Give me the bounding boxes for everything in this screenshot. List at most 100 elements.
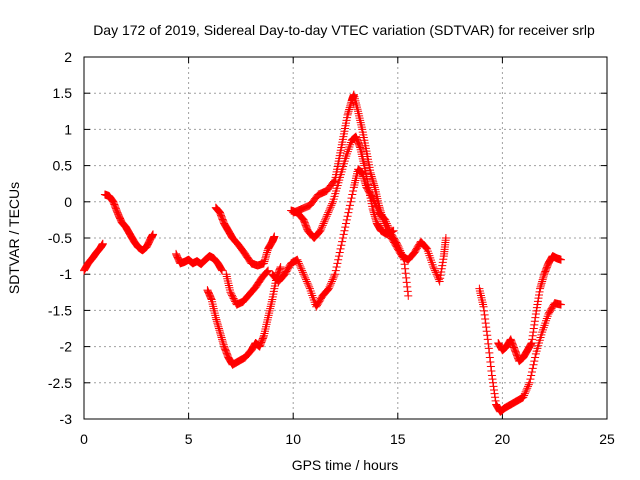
data-point [486,358,494,366]
data-point [359,157,367,165]
data-point [350,181,358,189]
data-point [213,317,221,325]
data-point [475,285,483,293]
series-arc-6 [222,267,272,309]
data-point [219,339,227,347]
data-point [530,361,538,369]
data-point [401,265,409,273]
data-point [531,353,539,361]
data-point [357,119,365,127]
data-point [210,305,218,313]
data-point [476,287,484,295]
data-point [530,325,538,333]
series-arc-8 [289,91,450,286]
data-point [266,307,274,315]
data-point [215,325,223,333]
data-point [343,216,351,224]
data-point [537,283,545,291]
data-point [345,205,353,213]
y-tick-label: 1.5 [53,85,73,101]
data-point [483,331,491,339]
data-point [264,316,272,324]
data-point [481,311,489,319]
data-point [336,248,344,256]
data-point [491,390,499,398]
data-point [337,241,345,249]
x-tick-label: 10 [285,431,301,447]
data-point [351,179,359,187]
data-point [265,311,273,319]
data-point [216,328,224,336]
data-point [267,302,275,310]
data-point [482,323,490,331]
data-point [344,212,352,220]
data-point [217,332,225,340]
y-tick-label: 1 [64,121,72,137]
series-arc-3 [172,250,226,275]
data-point [225,284,233,292]
data-point [369,176,377,184]
data-point [348,194,356,202]
data-point [539,276,547,284]
data-point [402,269,410,277]
data-point [490,382,498,390]
data-point [529,364,537,372]
x-tick-label: 25 [599,431,615,447]
data-point [531,317,539,325]
data-point [487,367,495,375]
data-point [357,148,365,156]
data-point [263,250,271,258]
data-point [358,123,366,131]
data-point [335,252,343,260]
data-point [224,277,232,285]
data-point [490,386,498,394]
y-tick-label: -3 [60,411,73,427]
data-point [340,230,348,238]
data-point [479,301,487,309]
data-point [341,223,349,231]
data-point [488,372,496,380]
data-point [352,174,360,182]
data-point [209,300,217,308]
data-point [368,174,376,182]
data-point [360,159,368,167]
data-point [337,245,345,253]
data-point [530,321,538,329]
data-point [403,278,411,286]
data-point [354,105,362,113]
data-point [210,307,218,315]
data-point [345,107,353,115]
data-point [218,335,226,343]
data-point [267,300,275,308]
data-point [537,281,545,289]
data-point [222,270,230,278]
y-tick-label: -1.5 [48,302,72,318]
data-point [489,379,497,387]
data-point [339,234,347,242]
data-point [367,171,375,179]
data-point [526,375,534,383]
data-point [214,323,222,331]
data-point [476,289,484,297]
data-point [213,319,221,327]
data-point [350,183,358,191]
data-point [347,198,355,206]
y-tick-label: -0.5 [48,230,72,246]
data-point [404,292,412,300]
data-point [211,309,219,317]
data-point [403,283,411,291]
data-point [332,267,340,275]
data-point [340,227,348,235]
data-point [356,116,364,124]
data-point [218,334,226,342]
data-point [529,328,537,336]
data-point [212,315,220,323]
data-point [356,114,364,122]
data-point [483,327,491,335]
data-point [484,335,492,343]
data-point [486,353,494,361]
data-point [357,146,365,154]
data-point [223,272,231,280]
chart-title: Day 172 of 2019, Sidereal Day-to-day VTE… [93,22,595,38]
data-point [538,279,546,287]
